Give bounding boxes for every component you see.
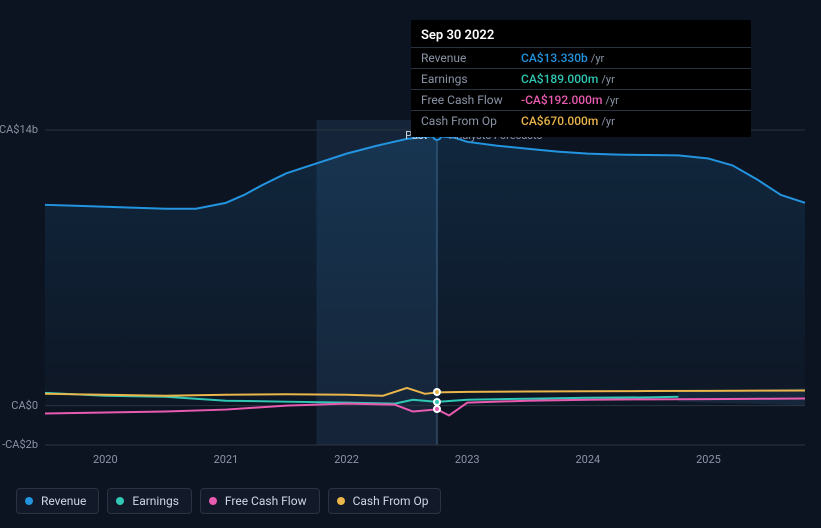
y-axis-label: -CA$2b [2, 438, 38, 451]
chart-tooltip: Sep 30 2022 RevenueCA$13.330b/yrEarnings… [411, 20, 751, 137]
tooltip-label: Free Cash Flow [421, 93, 521, 107]
tooltip-label: Cash From Op [421, 114, 521, 128]
legend-label: Revenue [41, 494, 86, 508]
x-axis-label: 2023 [455, 453, 480, 466]
financial-chart: CA$14b CA$0 -CA$2b 2020 2021 2022 2023 2024 202… [0, 0, 821, 524]
tooltip-unit: /yr [601, 115, 614, 128]
legend-label: Earnings [132, 494, 179, 508]
legend-label: Cash From Op [353, 494, 429, 508]
tooltip-row: RevenueCA$13.330b/yr [411, 47, 751, 68]
legend-dot [209, 497, 217, 505]
y-axis-label: CA$0 [11, 399, 38, 412]
legend-item[interactable]: Free Cash Flow [200, 488, 320, 514]
legend-item[interactable]: Earnings [107, 488, 192, 514]
tooltip-label: Earnings [421, 72, 521, 86]
tooltip-row: Cash From OpCA$670.000m/yr [411, 110, 751, 131]
tooltip-unit: /yr [601, 73, 614, 86]
tooltip-unit: /yr [591, 52, 604, 65]
legend-dot [337, 497, 345, 505]
tooltip-value: CA$670.000m [521, 114, 598, 128]
y-axis-label: CA$14b [0, 123, 38, 136]
x-axis-label: 2022 [334, 453, 359, 466]
x-axis-label: 2024 [575, 453, 600, 466]
tooltip-value: -CA$192.000m [521, 93, 602, 107]
tooltip-value: CA$189.000m [521, 72, 598, 86]
legend-dot [25, 497, 33, 505]
tooltip-row: EarningsCA$189.000m/yr [411, 68, 751, 89]
tooltip-date: Sep 30 2022 [411, 26, 751, 47]
x-axis-label: 2025 [696, 453, 721, 466]
legend-item[interactable]: Cash From Op [328, 488, 442, 514]
tooltip-row: Free Cash Flow-CA$192.000m/yr [411, 89, 751, 110]
tooltip-value: CA$13.330b [521, 51, 588, 65]
legend-item[interactable]: Revenue [16, 488, 99, 514]
chart-legend: Revenue Earnings Free Cash Flow Cash From O… [16, 488, 441, 514]
data-point-marker [433, 405, 441, 413]
x-axis-label: 2021 [214, 453, 239, 466]
x-axis-label: 2020 [93, 453, 118, 466]
legend-dot [116, 497, 124, 505]
legend-label: Free Cash Flow [225, 494, 307, 508]
data-point-marker [433, 388, 441, 396]
tooltip-unit: /yr [605, 94, 618, 107]
tooltip-label: Revenue [421, 51, 521, 65]
